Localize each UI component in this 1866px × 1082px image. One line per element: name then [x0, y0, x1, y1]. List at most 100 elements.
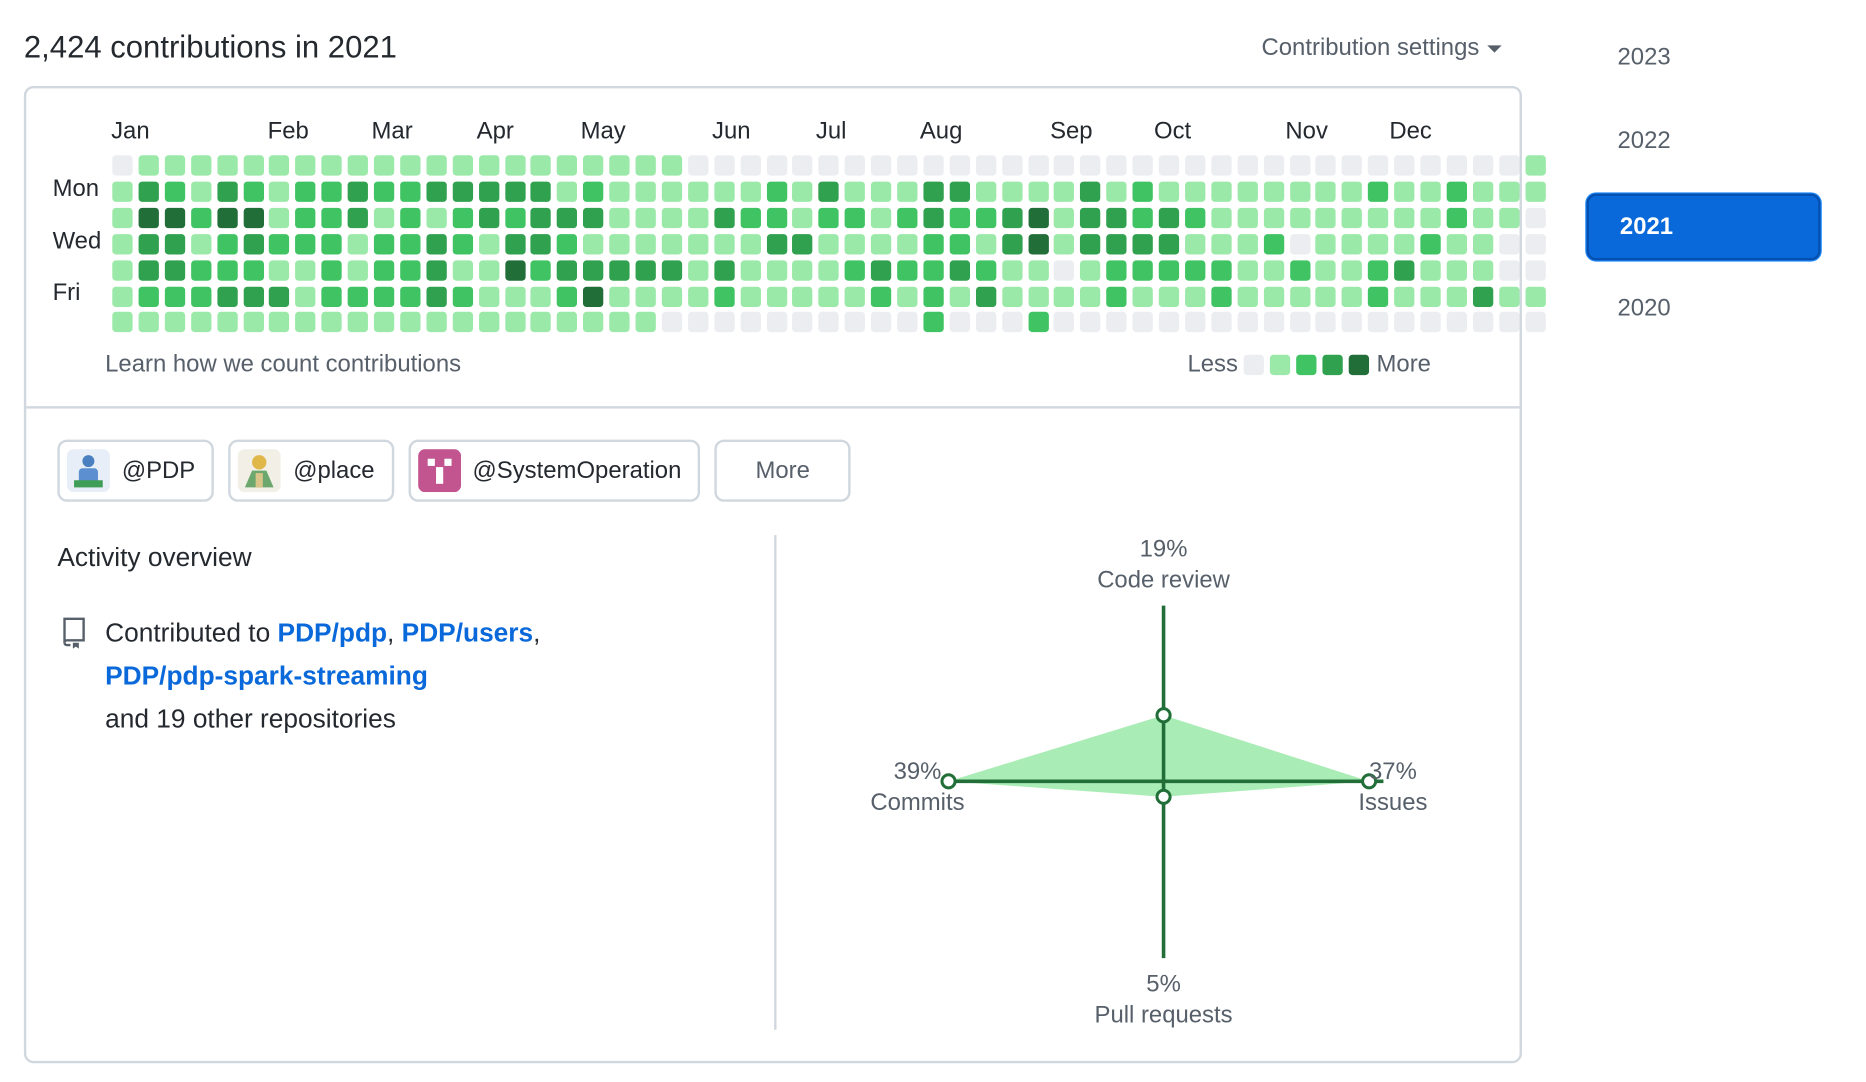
contribution-day-cell[interactable]	[1368, 259, 1389, 281]
contribution-day-cell[interactable]	[661, 312, 682, 333]
contribution-day-cell[interactable]	[844, 312, 866, 333]
contribution-day-cell[interactable]	[216, 207, 238, 228]
contribution-day-cell[interactable]	[138, 259, 159, 281]
contribution-day-cell[interactable]	[1184, 233, 1206, 255]
contribution-day-cell[interactable]	[190, 181, 212, 202]
contribution-day-cell[interactable]	[321, 312, 342, 333]
contribution-day-cell[interactable]	[164, 155, 185, 176]
contribution-day-cell[interactable]	[1368, 286, 1389, 307]
contribution-day-cell[interactable]	[923, 207, 944, 228]
contribution-day-cell[interactable]	[1054, 312, 1075, 333]
contribution-day-cell[interactable]	[583, 155, 604, 176]
year-2022[interactable]: 2022	[1617, 127, 1671, 155]
contribution-day-cell[interactable]	[1498, 207, 1520, 228]
contribution-day-cell[interactable]	[269, 233, 290, 255]
org-button-place[interactable]: @place	[228, 439, 394, 502]
contribution-day-cell[interactable]	[609, 286, 630, 307]
contribution-day-cell[interactable]	[452, 286, 473, 307]
contribution-day-cell[interactable]	[687, 312, 709, 333]
contribution-day-cell[interactable]	[1184, 312, 1206, 333]
contribution-day-cell[interactable]	[1080, 286, 1101, 307]
contribution-day-cell[interactable]	[504, 312, 526, 333]
contribution-day-cell[interactable]	[1446, 286, 1467, 307]
contribution-day-cell[interactable]	[923, 312, 944, 333]
contribution-day-cell[interactable]	[478, 233, 499, 255]
contribution-day-cell[interactable]	[897, 259, 918, 281]
contribution-day-cell[interactable]	[1027, 312, 1049, 333]
contribution-day-cell[interactable]	[1001, 312, 1023, 333]
contribution-day-cell[interactable]	[112, 259, 133, 281]
contribution-day-cell[interactable]	[1237, 259, 1258, 281]
contribution-day-cell[interactable]	[1315, 207, 1337, 228]
contribution-day-cell[interactable]	[243, 155, 264, 176]
contribution-day-cell[interactable]	[1184, 259, 1206, 281]
contribution-day-cell[interactable]	[321, 155, 342, 176]
contribution-day-cell[interactable]	[1394, 286, 1415, 307]
contribution-day-cell[interactable]	[1420, 259, 1441, 281]
contribution-day-cell[interactable]	[740, 155, 761, 176]
contribution-day-cell[interactable]	[1001, 155, 1023, 176]
contribution-day-cell[interactable]	[661, 181, 682, 202]
contribution-day-cell[interactable]	[870, 155, 892, 176]
contribution-day-cell[interactable]	[792, 181, 813, 202]
contribution-day-cell[interactable]	[321, 207, 342, 228]
contribution-day-cell[interactable]	[112, 155, 133, 176]
contribution-day-cell[interactable]	[844, 181, 866, 202]
contribution-day-cell[interactable]	[243, 181, 264, 202]
contribution-day-cell[interactable]	[766, 259, 787, 281]
contribution-settings-button[interactable]: Contribution settings	[1262, 35, 1503, 62]
learn-contributions-link[interactable]: Learn how we count contributions	[105, 351, 462, 378]
contribution-day-cell[interactable]	[557, 312, 578, 333]
contribution-day-cell[interactable]	[583, 259, 604, 281]
contribution-day-cell[interactable]	[609, 233, 630, 255]
contribution-day-cell[interactable]	[269, 155, 290, 176]
contribution-day-cell[interactable]	[1106, 181, 1127, 202]
contribution-day-cell[interactable]	[138, 155, 159, 176]
contribution-day-cell[interactable]	[373, 233, 395, 255]
contribution-day-cell[interactable]	[269, 181, 290, 202]
contribution-day-cell[interactable]	[949, 286, 970, 307]
contribution-day-cell[interactable]	[373, 207, 395, 228]
contribution-day-cell[interactable]	[1472, 286, 1494, 307]
contribution-day-cell[interactable]	[269, 286, 290, 307]
contribution-day-cell[interactable]	[1054, 233, 1075, 255]
contribution-day-cell[interactable]	[1498, 259, 1520, 281]
year-2021[interactable]: 2021	[1586, 193, 1821, 261]
contribution-day-cell[interactable]	[426, 155, 447, 176]
contribution-day-cell[interactable]	[714, 286, 735, 307]
contribution-day-cell[interactable]	[1106, 233, 1127, 255]
contribution-day-cell[interactable]	[1525, 155, 1546, 176]
contribution-day-cell[interactable]	[949, 155, 970, 176]
contribution-day-cell[interactable]	[635, 207, 656, 228]
contribution-day-cell[interactable]	[216, 286, 238, 307]
contribution-day-cell[interactable]	[949, 312, 970, 333]
contribution-day-cell[interactable]	[975, 207, 996, 228]
contribution-day-cell[interactable]	[321, 259, 342, 281]
contribution-day-cell[interactable]	[400, 259, 421, 281]
contribution-day-cell[interactable]	[164, 207, 185, 228]
contribution-day-cell[interactable]	[1001, 207, 1023, 228]
contribution-day-cell[interactable]	[1289, 181, 1310, 202]
contribution-day-cell[interactable]	[687, 181, 709, 202]
contribution-day-cell[interactable]	[112, 181, 133, 202]
contribution-day-cell[interactable]	[818, 312, 839, 333]
contribution-day-cell[interactable]	[635, 155, 656, 176]
contribution-day-cell[interactable]	[1289, 286, 1310, 307]
contribution-day-cell[interactable]	[1211, 207, 1232, 228]
contribution-day-cell[interactable]	[112, 207, 133, 228]
contribution-day-cell[interactable]	[1368, 181, 1389, 202]
contribution-day-cell[interactable]	[844, 259, 866, 281]
contribution-day-cell[interactable]	[1158, 155, 1180, 176]
contribution-day-cell[interactable]	[530, 155, 552, 176]
contribution-day-cell[interactable]	[1446, 181, 1467, 202]
contribution-day-cell[interactable]	[1472, 233, 1494, 255]
contribution-day-cell[interactable]	[1106, 207, 1127, 228]
contribution-day-cell[interactable]	[1001, 259, 1023, 281]
contribution-day-cell[interactable]	[400, 155, 421, 176]
contribution-day-cell[interactable]	[1263, 181, 1284, 202]
contribution-day-cell[interactable]	[1184, 181, 1206, 202]
contribution-day-cell[interactable]	[1368, 207, 1389, 228]
contribution-day-cell[interactable]	[870, 207, 892, 228]
contribution-day-cell[interactable]	[687, 233, 709, 255]
contribution-day-cell[interactable]	[426, 233, 447, 255]
